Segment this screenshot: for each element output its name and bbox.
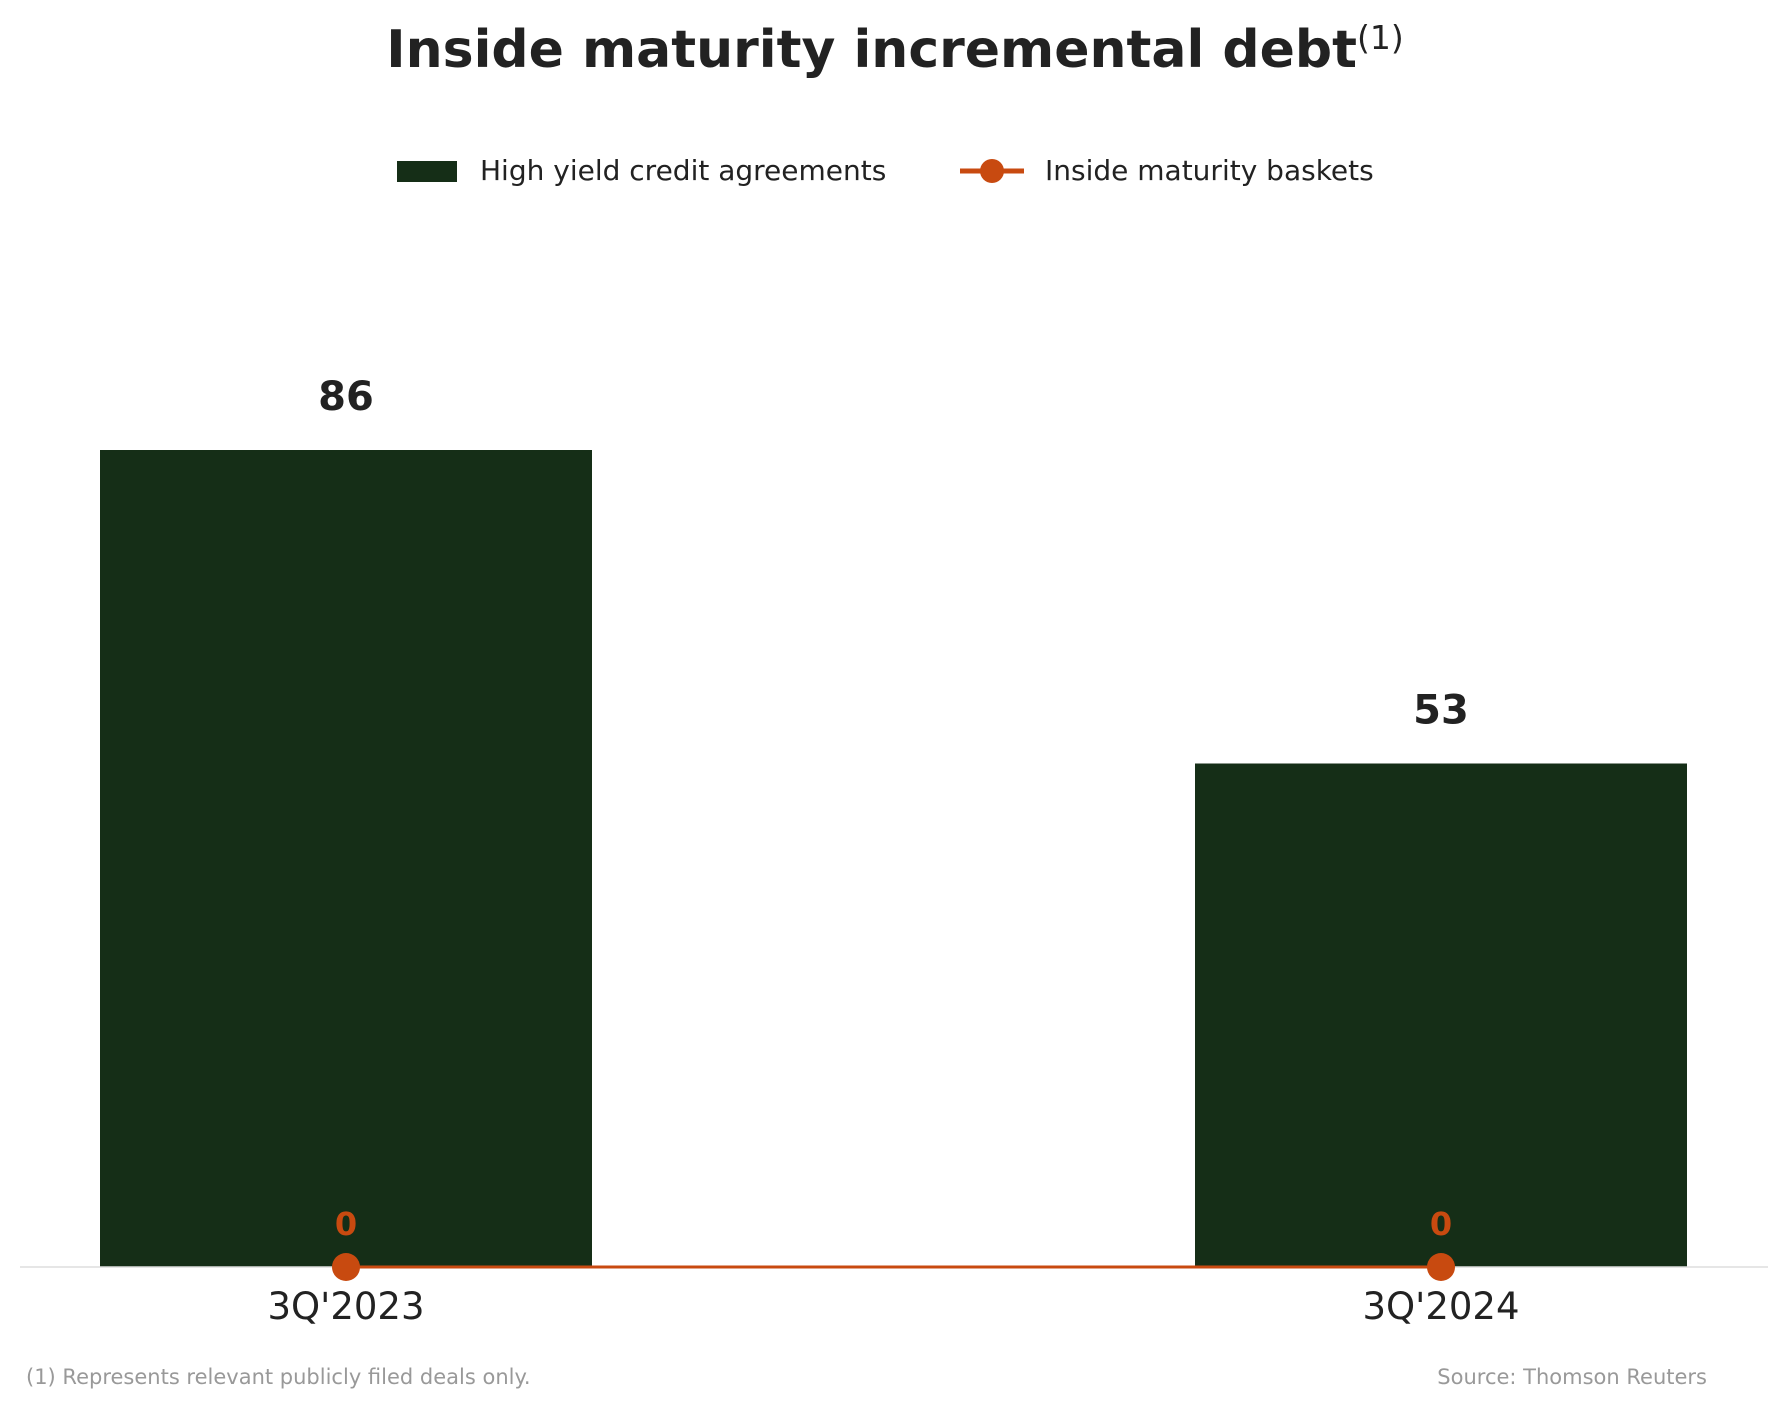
line-value-label-0: 0 bbox=[335, 1205, 357, 1243]
bar-value-label-1: 53 bbox=[1413, 688, 1469, 734]
footnote-left: (1) Represents relevant publicly filed d… bbox=[26, 1365, 531, 1389]
line-series bbox=[332, 1253, 1455, 1281]
legend-label-bars: High yield credit agreements bbox=[480, 154, 886, 187]
chart-title: Inside maturity incremental debt(1) bbox=[386, 18, 1403, 80]
line-value-label-1: 0 bbox=[1430, 1205, 1452, 1243]
x-axis-ticks: 3Q'2023 3Q'2024 bbox=[268, 1267, 1520, 1328]
data-labels: 86 53 0 0 bbox=[318, 374, 1469, 1243]
bar-series bbox=[100, 450, 1687, 1267]
chart-title-superscript: (1) bbox=[1357, 18, 1404, 57]
bar-0 bbox=[100, 450, 592, 1267]
line-point-0 bbox=[332, 1253, 360, 1281]
x-tick-label-0: 3Q'2023 bbox=[268, 1285, 425, 1328]
legend-label-line: Inside maturity baskets bbox=[1045, 154, 1374, 187]
footnote-right: Source: Thomson Reuters bbox=[1437, 1365, 1707, 1389]
bar-value-label-0: 86 bbox=[318, 374, 374, 420]
line-point-1 bbox=[1427, 1253, 1455, 1281]
x-tick-label-1: 3Q'2024 bbox=[1363, 1285, 1520, 1328]
chart-title-text: Inside maturity incremental debt bbox=[386, 20, 1357, 80]
legend-line-marker bbox=[980, 159, 1004, 183]
bar-1 bbox=[1195, 763, 1687, 1267]
legend: High yield credit agreements Inside matu… bbox=[397, 154, 1374, 187]
legend-bar-swatch bbox=[397, 161, 457, 182]
